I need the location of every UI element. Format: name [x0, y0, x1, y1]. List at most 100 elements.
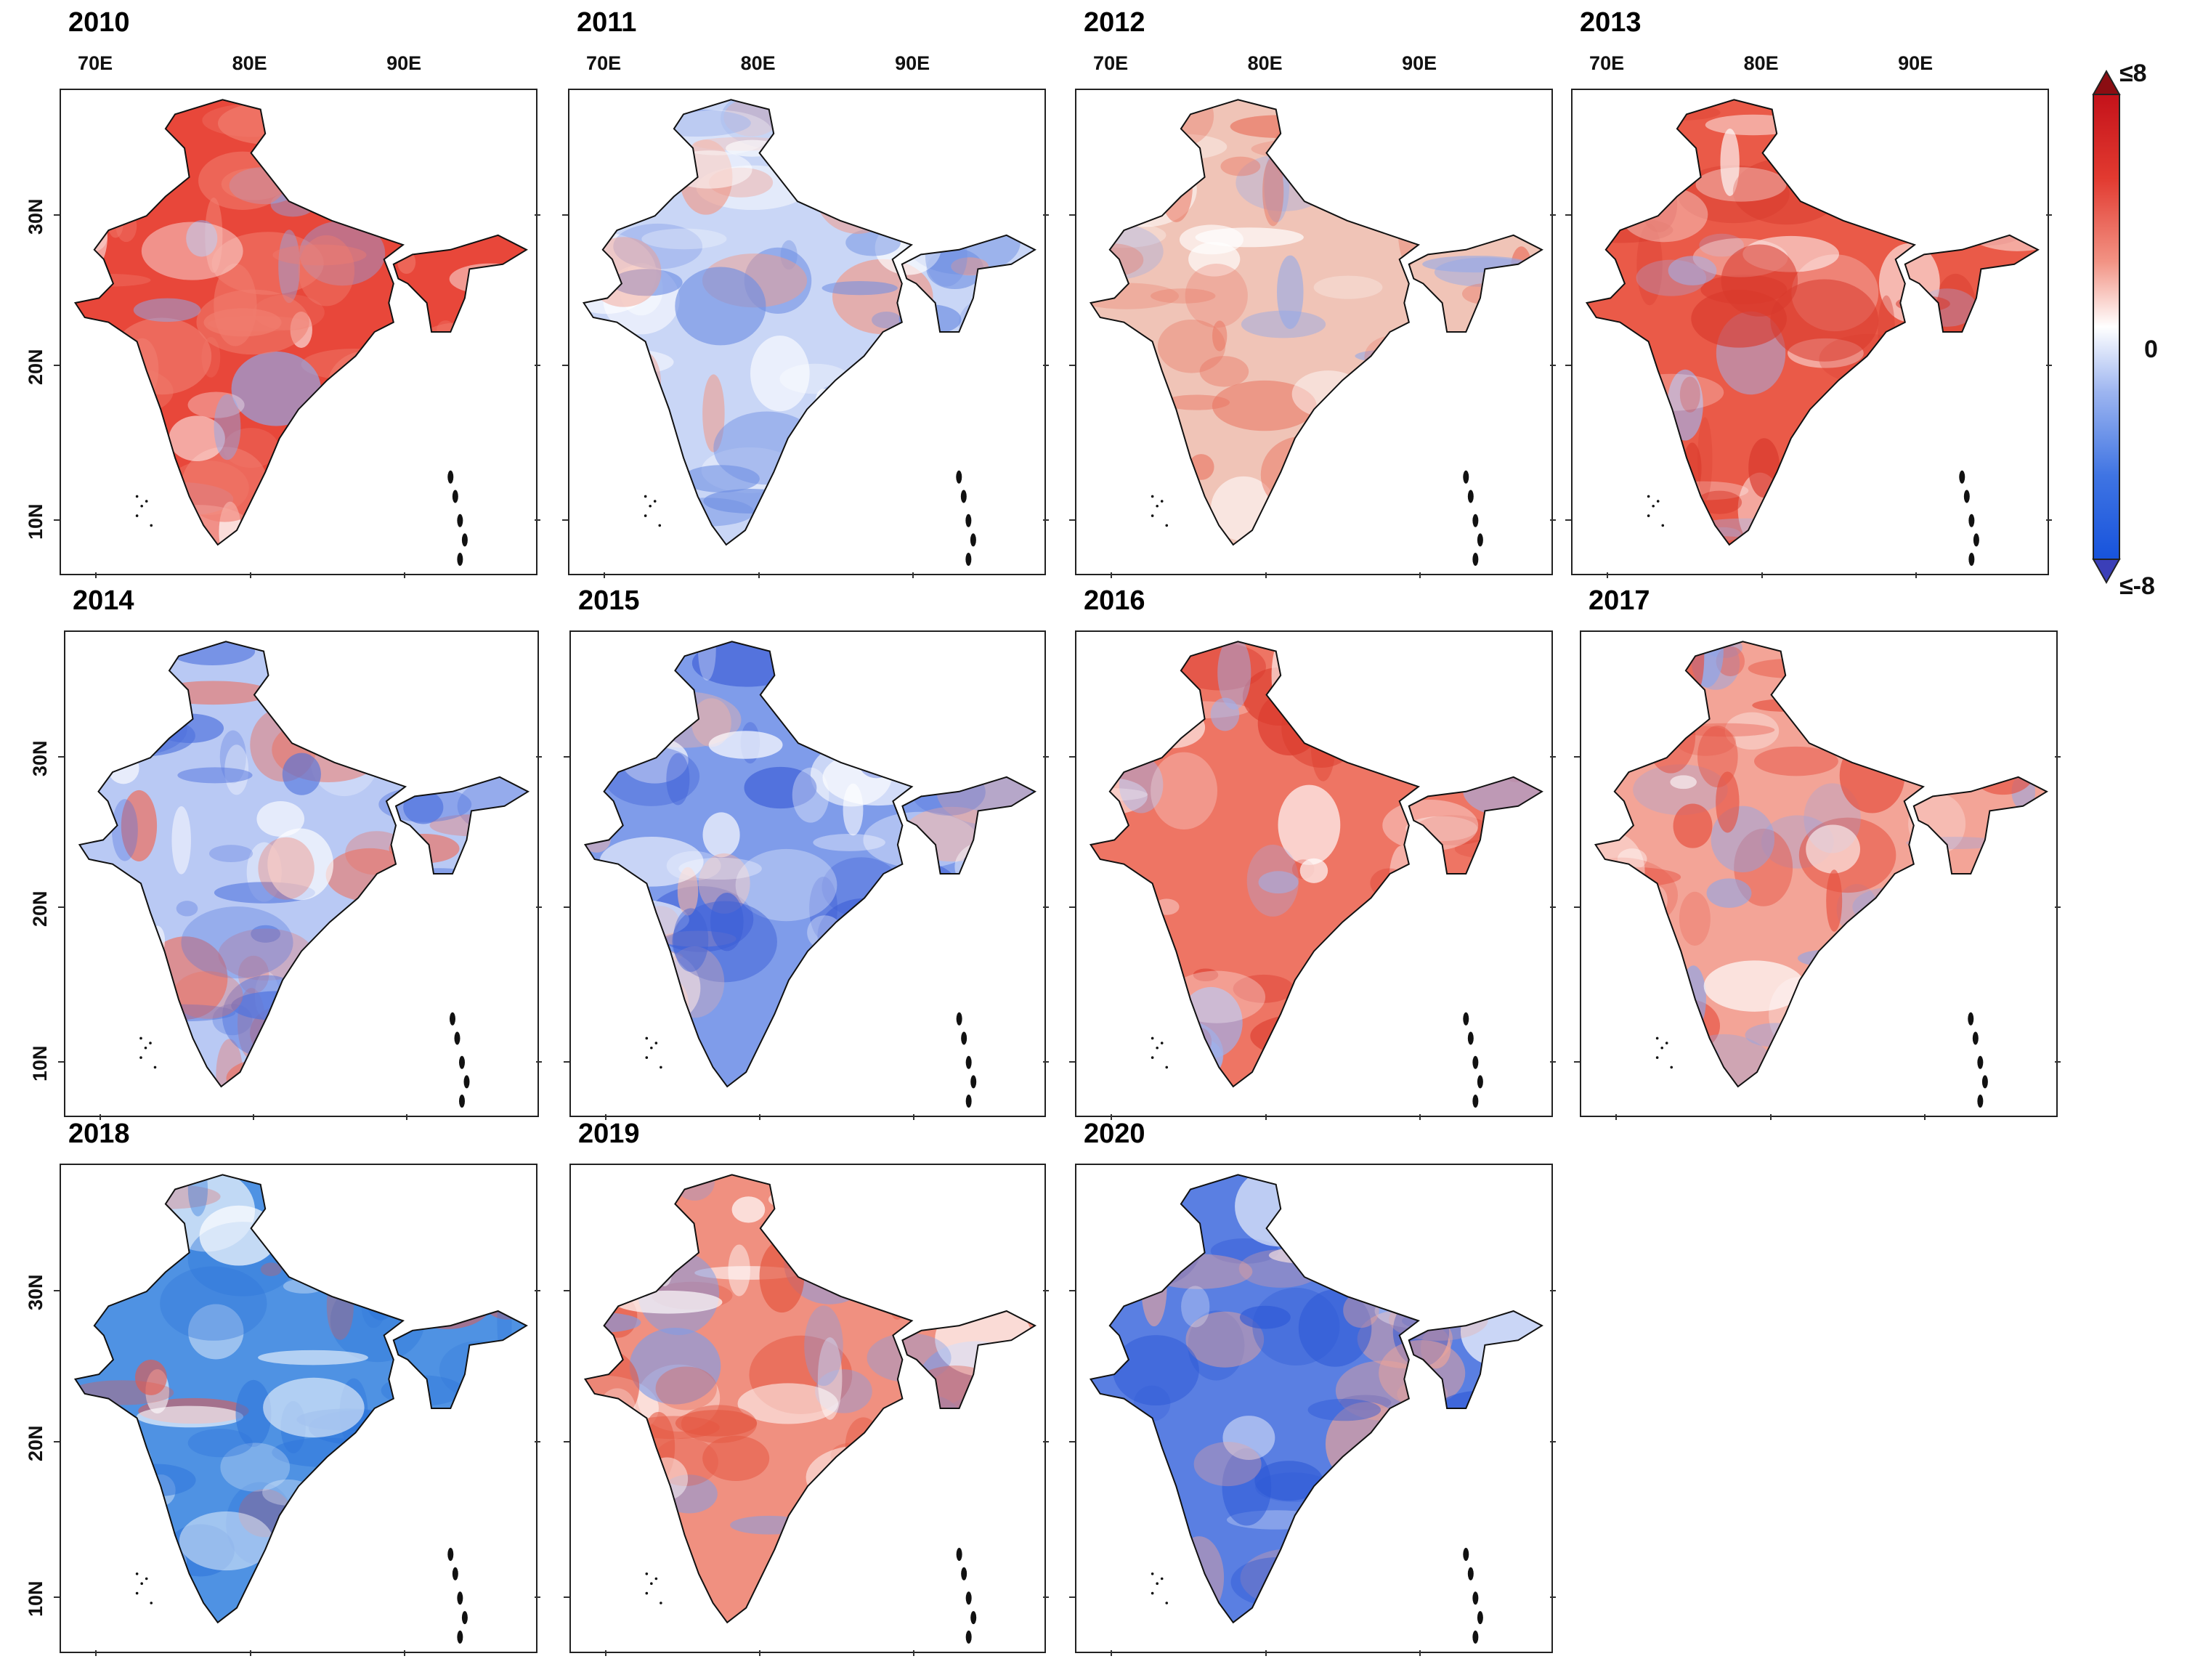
anomaly-patch [398, 994, 434, 1060]
anomaly-patch [1720, 129, 1740, 196]
anomaly-patch [633, 1581, 675, 1623]
anomaly-patch [256, 800, 305, 837]
anomaly-patch [1122, 1544, 1182, 1568]
anomaly-patch [280, 476, 299, 511]
anomaly-patch [1250, 1063, 1359, 1083]
anomaly-patch [585, 237, 662, 307]
anomaly-patch [872, 311, 901, 329]
anomaly-patch [181, 906, 293, 978]
panel-year-label: 2013 [1580, 7, 1642, 38]
lakshadweep-island [1660, 1046, 1663, 1050]
anomaly-patch [1918, 964, 1963, 994]
lon-tick-mark [1615, 1114, 1618, 1120]
anomaly-patch [1364, 434, 1439, 514]
anomaly-field [1595, 641, 2047, 1087]
lat-tick-label: 20N [25, 349, 46, 385]
anomaly-patch [198, 151, 288, 210]
anomaly-patch [1699, 233, 1744, 257]
anomaly-patch [803, 163, 843, 196]
india-outline [73, 99, 405, 546]
andaman-island [965, 1055, 972, 1069]
lakshadweep-island [1156, 1582, 1159, 1585]
anomaly-patch [1356, 694, 1374, 723]
anomaly-patch [476, 326, 527, 362]
lon-tick-label: 70E [1093, 52, 1129, 74]
anomaly-patch [75, 1474, 148, 1510]
lat-tick-mark [1043, 364, 1049, 366]
india-anomaly-map [1585, 99, 2040, 567]
northeast-outline [1912, 776, 2048, 875]
anomaly-patch [1397, 1379, 1448, 1408]
anomaly-patch [87, 460, 105, 474]
anomaly-patch [804, 1305, 843, 1387]
andaman-island [1968, 553, 1975, 567]
anomaly-patch [1090, 498, 1156, 528]
andaman-island [956, 1012, 962, 1026]
andaman-island [1472, 553, 1479, 567]
anomaly-patch [1160, 150, 1193, 222]
anomaly-patch [187, 391, 245, 418]
lat-tick-mark [1550, 214, 1556, 216]
anomaly-patch [405, 1554, 468, 1617]
anomaly-patch [1906, 837, 2004, 850]
anomaly-patch [75, 196, 108, 276]
anomaly-patch [1350, 673, 1440, 721]
anomaly-patch [115, 882, 137, 902]
anomaly-patch [355, 1474, 427, 1532]
anomaly-patch [880, 496, 912, 515]
andaman-island [970, 1611, 977, 1625]
lon-tick-mark [1419, 1650, 1421, 1656]
anomaly-patch [1977, 426, 2015, 454]
anomaly-field [1090, 1174, 1542, 1623]
anomaly-patch [1090, 869, 1149, 927]
lon-tick-mark [604, 1650, 606, 1656]
lakshadweep-island [654, 1042, 658, 1044]
lon-tick-mark [1915, 572, 1918, 578]
lat-tick-mark [1069, 1060, 1075, 1063]
anomaly-patch [416, 430, 503, 485]
northeast-outline [394, 776, 530, 875]
anomaly-patch [1313, 417, 1419, 442]
anomaly-patch [97, 511, 171, 526]
anomaly-patch [1188, 1310, 1245, 1381]
anomaly-patch [1953, 163, 1973, 230]
anomaly-patch [936, 713, 1028, 758]
anomaly-patch [1844, 106, 1913, 178]
anomaly-patch [585, 1460, 644, 1478]
panel-year-label: 2012 [1084, 7, 1145, 38]
anomaly-patch [1679, 891, 1711, 946]
anomaly-patch [1185, 1311, 1265, 1368]
anomaly-patch [905, 930, 948, 945]
anomaly-patch [1112, 1335, 1199, 1406]
anomaly-patch [1676, 723, 1775, 737]
lon-tick-label: 80E [1743, 52, 1779, 74]
andaman-island [459, 1095, 465, 1108]
anomaly-patch [1397, 188, 1421, 266]
anomaly-patch [79, 917, 144, 955]
anomaly-patch [345, 831, 409, 875]
lat-tick-mark [1574, 756, 1580, 758]
india-outline [1089, 99, 1421, 546]
anomaly-patch [1233, 974, 1294, 1003]
india-anomaly-map [78, 641, 530, 1108]
anomaly-patch [589, 686, 622, 699]
anomaly-patch [251, 925, 281, 943]
anomaly-patch [1382, 800, 1479, 851]
anomaly-patch [1400, 350, 1512, 391]
anomaly-patch [1090, 1444, 1161, 1487]
andaman-island [1477, 1611, 1483, 1625]
northeast-outline [901, 234, 1036, 333]
andaman-island [960, 490, 967, 503]
anomaly-patch [898, 304, 962, 335]
anomaly-patch [1448, 100, 1504, 150]
anomaly-patch [958, 300, 1007, 346]
anomaly-patch [1673, 803, 1713, 848]
lon-tick-mark [1769, 1114, 1772, 1120]
anomaly-patch [177, 767, 253, 784]
andaman-island [1972, 1031, 1979, 1045]
anomaly-patch [1705, 114, 1801, 136]
india-outline [1585, 99, 1917, 546]
lat-tick-mark [562, 364, 568, 366]
anomaly-patch [1510, 246, 1533, 296]
anomaly-patch [1212, 320, 1228, 352]
